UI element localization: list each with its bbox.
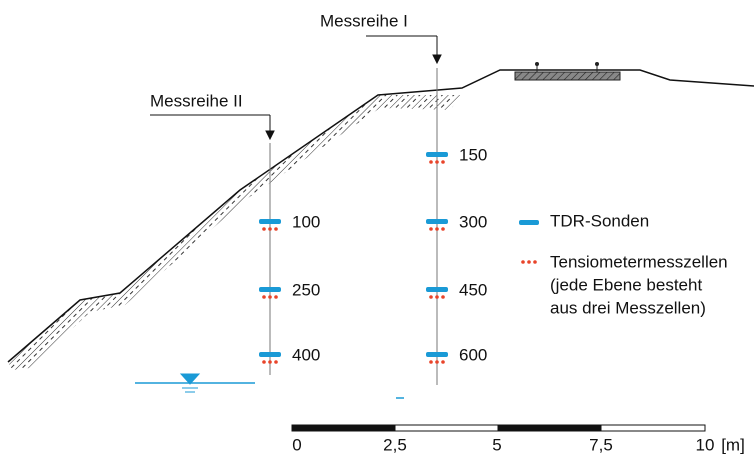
- tensiometer: [429, 160, 433, 164]
- tensiometer: [441, 160, 445, 164]
- tensiometer: [268, 227, 272, 231]
- tdr-sensor: [426, 352, 448, 357]
- legend-label: Tensiometermesszellen: [550, 252, 728, 271]
- legend-label: TDR-Sonden: [550, 211, 649, 230]
- depth-label: 600: [459, 345, 487, 364]
- depth-label: 400: [292, 345, 320, 364]
- depth-label: 450: [459, 280, 487, 299]
- scale-unit: [m]: [721, 435, 745, 454]
- depth-label: 300: [459, 212, 487, 231]
- row-label: Messreihe I: [320, 11, 408, 30]
- tensiometer: [441, 227, 445, 231]
- tensiometer: [268, 295, 272, 299]
- tensiometer: [262, 360, 266, 364]
- tensiometer: [262, 227, 266, 231]
- tensiometer: [435, 360, 439, 364]
- tensiometer: [441, 295, 445, 299]
- water: [135, 373, 404, 399]
- tensiometer: [435, 160, 439, 164]
- tensiometer: [274, 227, 278, 231]
- depth-label: 250: [292, 280, 320, 299]
- tdr-sensor: [259, 287, 281, 292]
- row-markers: [150, 35, 442, 385]
- tensiometer: [268, 360, 272, 364]
- scale-bar: [291, 424, 706, 432]
- scale-tick-label: 2,5: [383, 435, 407, 454]
- scale-tick-label: 7,5: [589, 435, 613, 454]
- tensiometer: [274, 360, 278, 364]
- tensiometer: [429, 360, 433, 364]
- legend: TDR-Sonden Tensiometermesszellen (jede E…: [519, 211, 728, 317]
- tdr-sensor: [426, 219, 448, 224]
- legend-note: aus drei Messzellen): [550, 298, 706, 317]
- scale-tick-label: 10: [696, 435, 715, 454]
- tensiometer: [441, 360, 445, 364]
- tensiometer: [429, 227, 433, 231]
- legend-note: (jede Ebene besteht: [550, 275, 702, 294]
- scale-tick-label: 5: [492, 435, 501, 454]
- row-label: Messreihe II: [150, 91, 243, 110]
- depth-label: 100: [292, 212, 320, 231]
- tdr-sensor: [426, 152, 448, 157]
- tensiometer: [262, 295, 266, 299]
- depth-label: 150: [459, 145, 487, 164]
- tensiometer: [429, 295, 433, 299]
- tdr-sensor: [259, 352, 281, 357]
- tdr-sensor: [426, 287, 448, 292]
- tensiometer: [435, 295, 439, 299]
- tensiometer: [435, 227, 439, 231]
- ground: [7, 62, 754, 370]
- tensiometer: [274, 295, 278, 299]
- scale-tick-label: 0: [292, 435, 301, 454]
- tdr-sensor: [259, 219, 281, 224]
